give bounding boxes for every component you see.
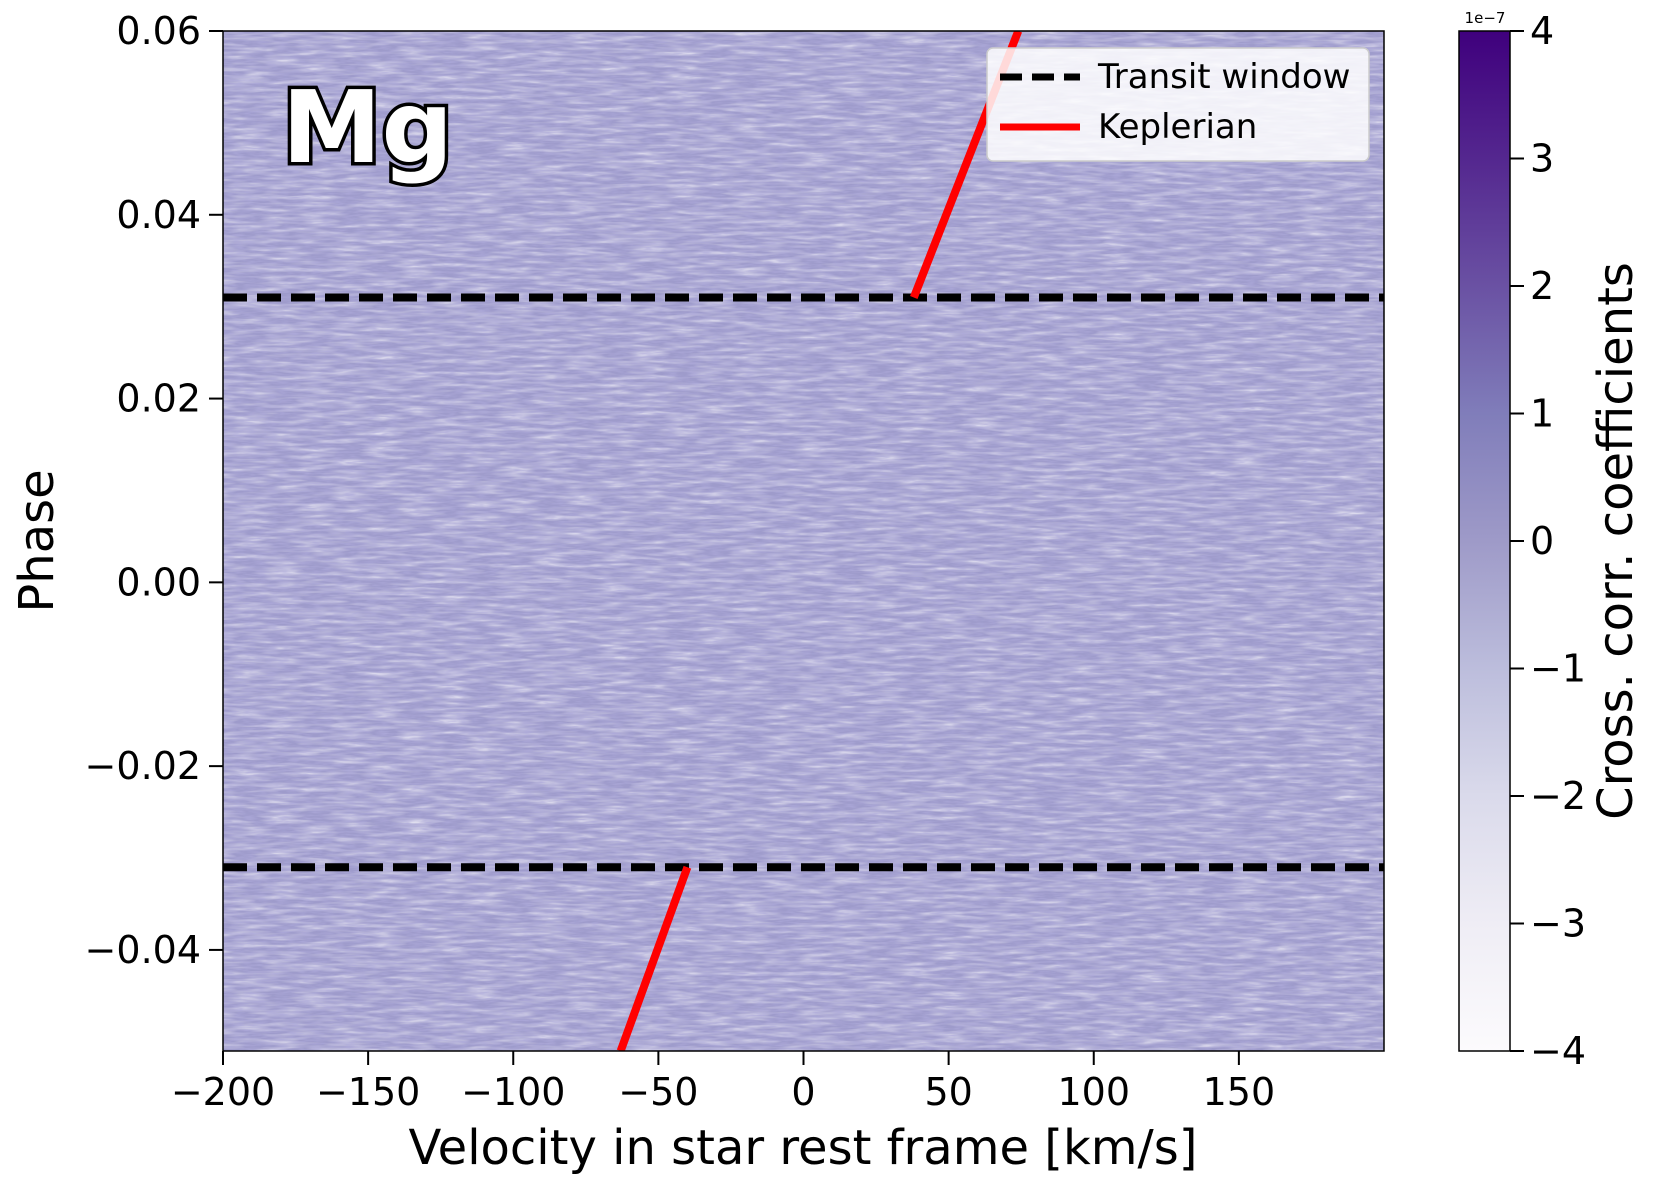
x-tick-label: −50 — [618, 1070, 698, 1114]
y-axis-ticks: −0.04 −0.02 0.00 0.02 0.04 0.06 — [85, 9, 223, 972]
colorbar-label: Cross. corr. coefficients — [1588, 262, 1644, 820]
legend: Transit window Keplerian — [986, 47, 1370, 162]
colorbar-tick-label: −3 — [1530, 902, 1586, 946]
colorbar-tick-label: −2 — [1530, 774, 1586, 818]
x-axis-ticks: −200 −150 −100 −50 0 50 100 150 — [171, 1051, 1275, 1114]
x-tick-label: 50 — [924, 1070, 972, 1114]
colorbar-tick-label: −4 — [1530, 1029, 1586, 1073]
y-tick-label: 0.04 — [116, 193, 201, 237]
panel-label: Mg — [282, 69, 453, 186]
colorbar: −4 −3 −2 −1 0 1 2 3 4 1e−7 Cross. corr. coeffici… — [1458, 9, 1644, 1073]
colorbar-tick-label: 4 — [1530, 9, 1554, 53]
legend-label-keplerian: Keplerian — [1098, 107, 1257, 147]
colorbar-ticks: −4 −3 −2 −1 0 1 2 3 4 — [1510, 9, 1586, 1073]
y-tick-label: −0.02 — [85, 744, 201, 788]
colorbar-tick-label: 2 — [1530, 264, 1554, 308]
x-axis-label: Velocity in star rest frame [km/s] — [409, 1120, 1198, 1176]
colorbar-tick-label: 1 — [1530, 392, 1554, 436]
x-tick-label: 100 — [1057, 1070, 1130, 1114]
x-tick-label: −100 — [461, 1070, 565, 1114]
colorbar-tick-label: −1 — [1530, 647, 1586, 691]
y-tick-label: 0.02 — [116, 377, 201, 421]
x-tick-label: 150 — [1203, 1070, 1276, 1114]
x-tick-label: −200 — [171, 1070, 275, 1114]
colorbar-tick-label: 0 — [1530, 519, 1554, 563]
x-tick-label: 0 — [791, 1070, 815, 1114]
keplerian-line — [616, 865, 692, 1051]
colorbar-tick-label: 3 — [1530, 137, 1554, 181]
y-tick-label: 0.00 — [116, 560, 201, 604]
legend-box — [986, 47, 1370, 162]
colorbar-gradient — [1458, 30, 1511, 1052]
heatmap — [223, 31, 1384, 1051]
colorbar-multiplier: 1e−7 — [1465, 9, 1506, 27]
legend-label-transit-window: Transit window — [1097, 57, 1350, 97]
y-tick-label: −0.04 — [85, 928, 201, 972]
heatmap-noise-dark — [223, 31, 1384, 1051]
x-tick-label: −150 — [316, 1070, 420, 1114]
y-axis-label: Phase — [9, 469, 65, 612]
y-tick-label: 0.06 — [116, 9, 201, 53]
